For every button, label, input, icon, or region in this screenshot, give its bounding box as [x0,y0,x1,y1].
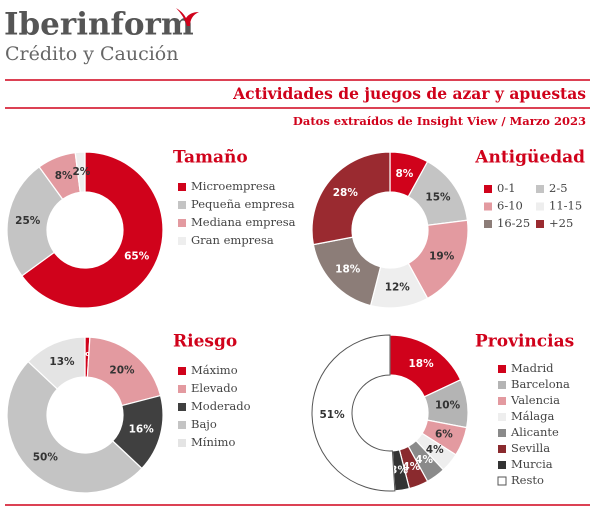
chart-title: Provincias [475,332,574,352]
legend-swatch [498,445,506,453]
legend-label: Alicante [510,425,559,439]
chart-title: Tamaño [173,148,248,168]
legend-swatch [498,461,506,469]
value-label: 28% [333,187,359,199]
value-label: 10% [435,400,461,412]
slice [6,166,64,277]
legend-swatch [178,367,186,375]
legend-label: 6-10 [497,199,523,213]
legend-label: Mínimo [191,435,235,449]
brand: Iberinform [4,7,194,43]
legend-label: Murcia [511,457,553,471]
legend-swatch [178,219,186,227]
legend-label: Máximo [191,363,238,377]
legend-swatch [484,202,492,211]
value-label: 4% [415,454,433,466]
legend-label: Moderado [191,399,251,413]
legend-swatch [497,476,507,486]
slice [74,151,86,193]
value-label: 13% [49,356,75,368]
value-label: 16% [129,423,155,435]
brand-sub: Crédito y Caución [5,43,179,65]
legend-label: Sevilla [511,441,550,455]
value-label: 3% [390,464,408,476]
slice [311,151,391,246]
legend-label: Mediana empresa [191,215,296,229]
value-label: 2% [72,166,90,178]
value-label: 4% [402,461,420,473]
legend-swatch [498,365,506,373]
value-label: 19% [429,250,455,262]
value-label: 6% [435,428,453,440]
value-label: 4% [426,444,444,456]
legend-label: Bajo [191,417,217,431]
value-label: 18% [335,264,361,276]
slice [27,336,86,390]
legend-label: Pequeña empresa [191,197,295,211]
value-label: 20% [109,364,135,376]
legend-label: +25 [549,216,573,230]
value-label: 15% [425,191,451,203]
legend-swatch [498,429,506,437]
value-label: 8% [55,170,73,182]
value-label: 50% [33,451,59,463]
legend-swatch [178,237,186,245]
legend-swatch [536,202,544,211]
legend-swatch [178,385,186,393]
legend-swatch [498,397,506,405]
legend-label: Valencia [510,393,560,407]
slice [311,334,396,492]
value-label: 12% [385,282,411,294]
value-label: 8% [396,168,414,180]
legend-swatch [484,220,492,228]
legend-label: Málaga [511,409,555,423]
legend-swatch [178,201,186,209]
legend-label: Resto [511,473,544,487]
slice [21,151,164,309]
value-label: 51% [319,409,345,421]
legend-swatch [484,185,492,193]
value-label: 25% [15,215,41,227]
brand-mark [176,8,199,26]
legend-swatch [498,381,506,389]
legend-swatch [178,183,186,191]
chart-title: Riesgo [173,332,237,352]
legend-swatch [498,413,506,421]
title: Actividades de juegos de azar y apuestas [232,84,586,103]
legend-label: Microempresa [191,179,276,193]
legend-label: 11-15 [549,199,582,213]
legend-swatch [178,421,186,429]
legend-label: Gran empresa [191,233,274,247]
chart-title: Antigüedad [474,148,585,168]
legend-swatch [536,220,544,228]
legend-label: 16-25 [497,216,530,230]
value-label: 65% [124,250,150,262]
legend-label: 2-5 [549,181,568,195]
legend-label: Elevado [191,381,238,395]
legend-label: Madrid [511,361,554,375]
value-label: 18% [409,358,435,370]
legend-swatch [178,403,186,411]
legend-label: 0-1 [497,181,516,195]
legend-swatch [536,185,544,193]
legend-swatch [178,439,186,447]
subtitle: Datos extraídos de Insight View / Marzo … [293,114,586,128]
legend-label: Barcelona [511,377,570,391]
slice [6,360,143,494]
